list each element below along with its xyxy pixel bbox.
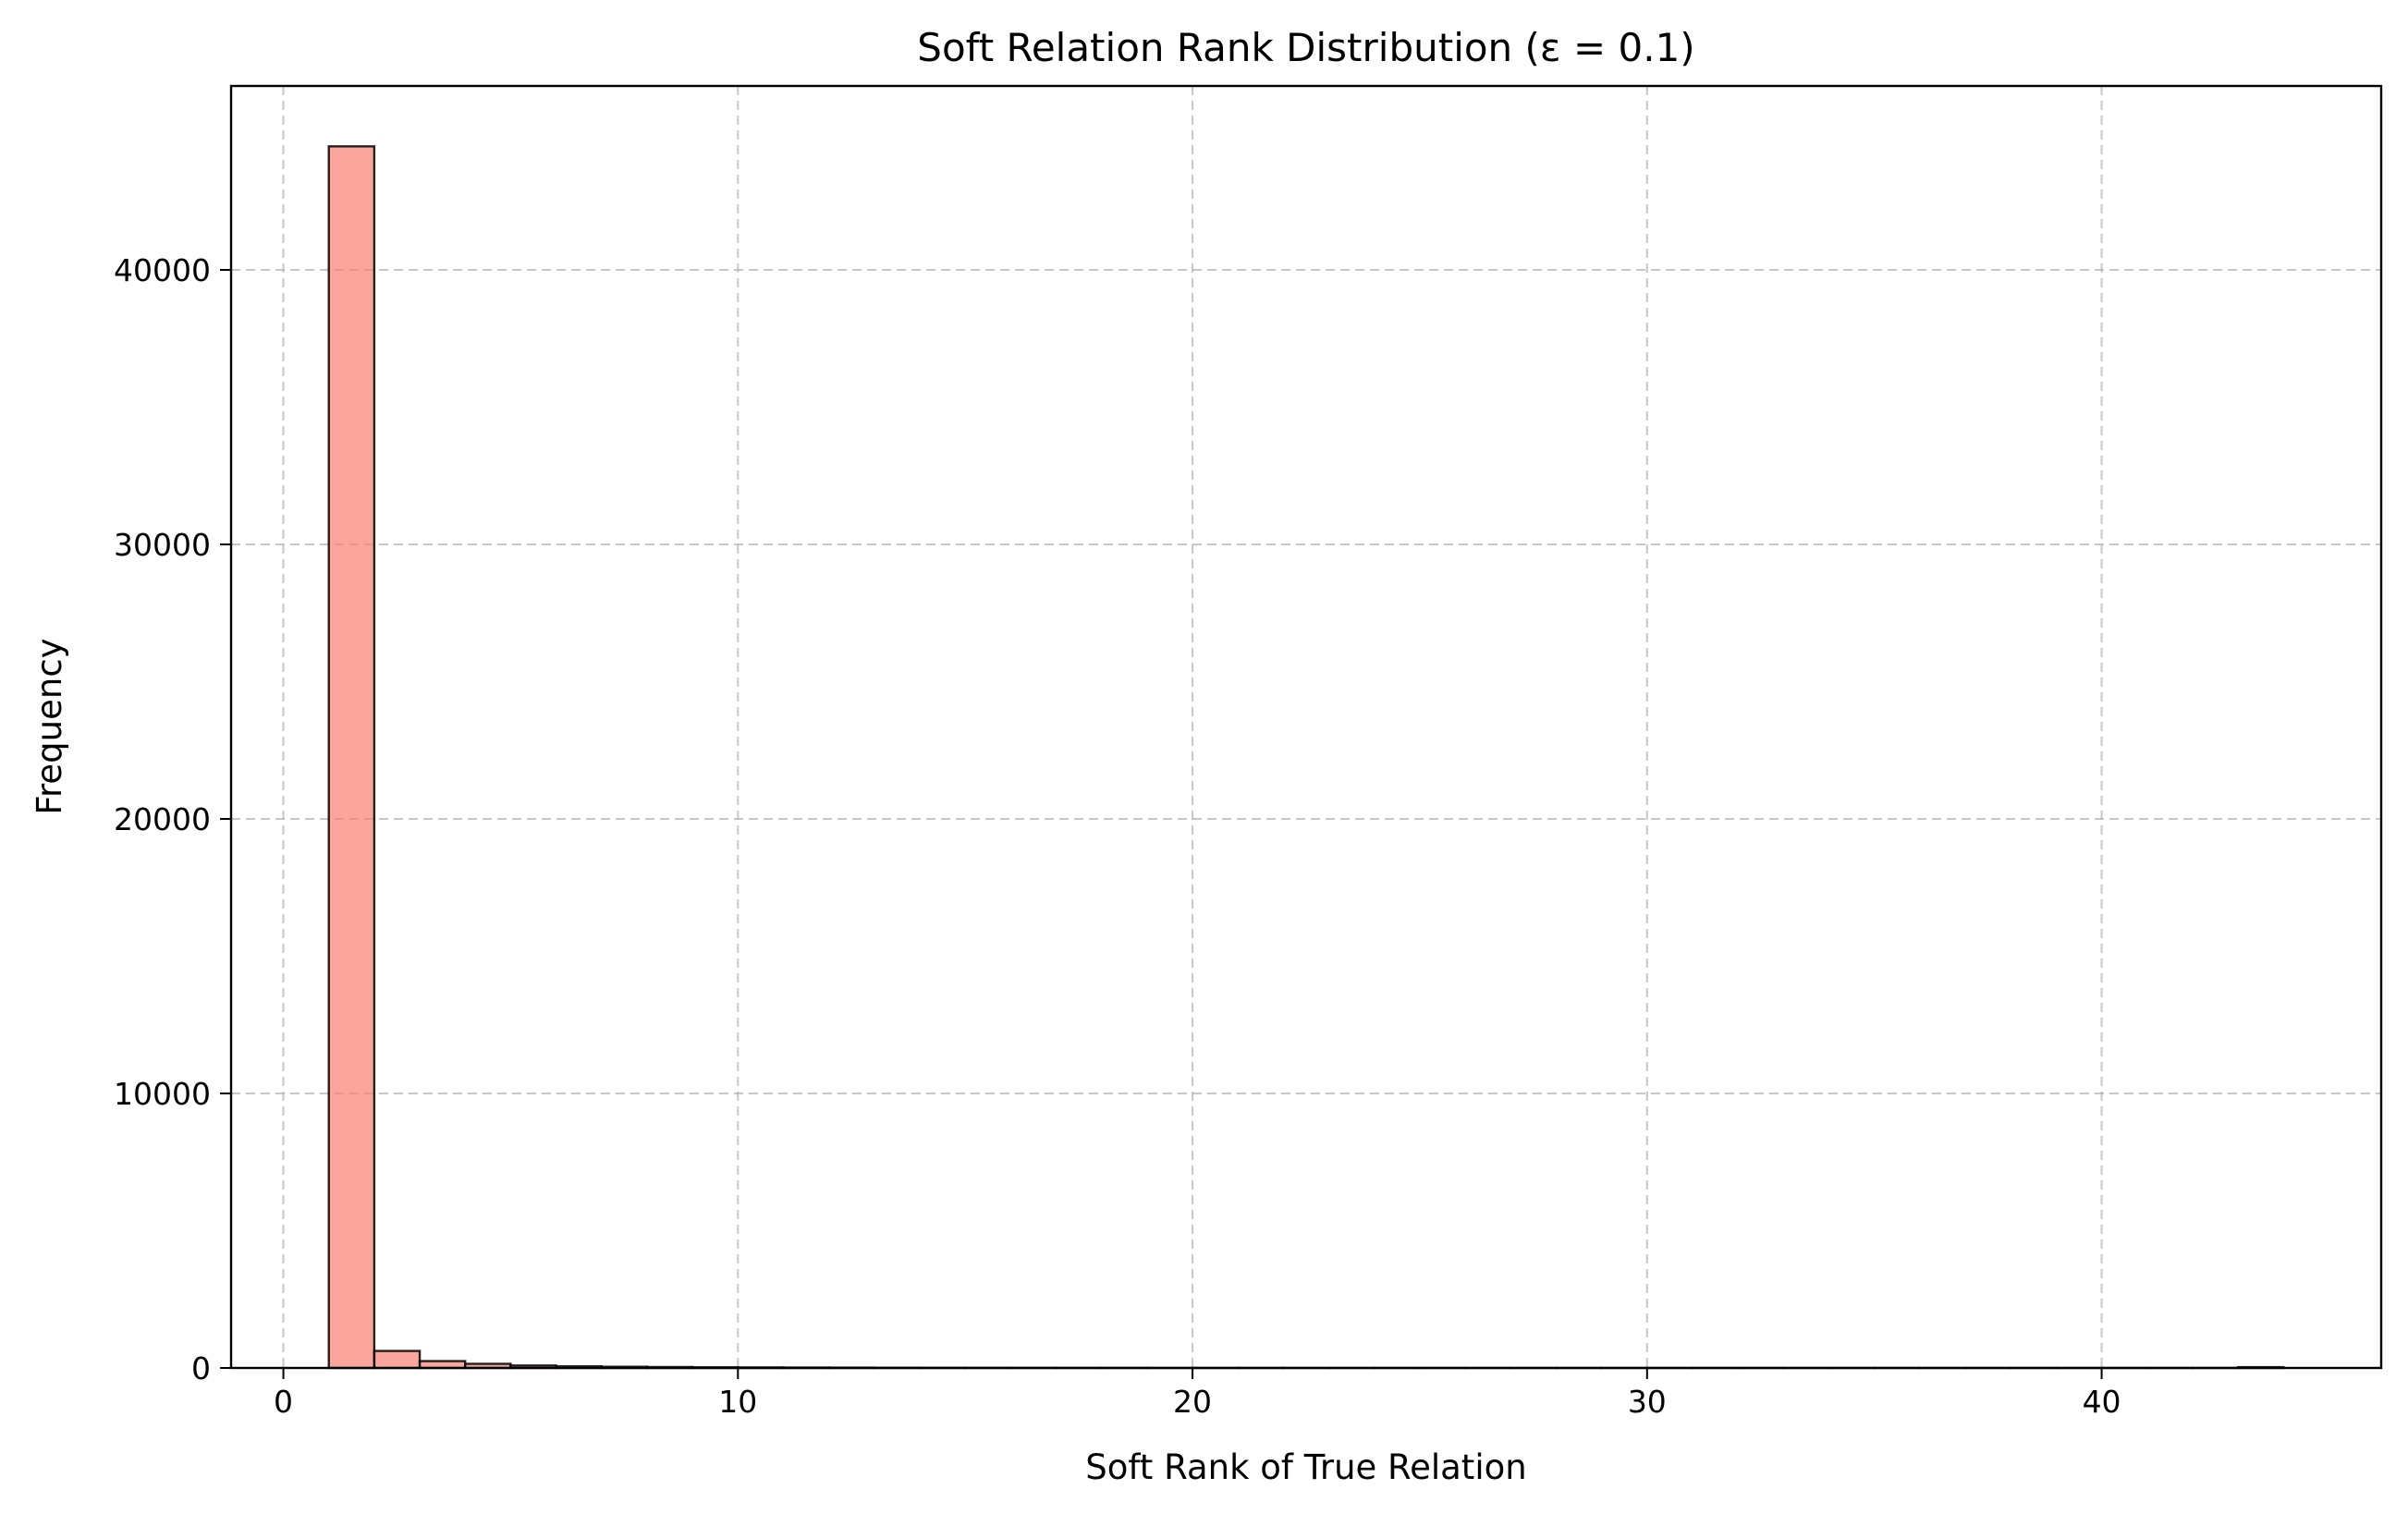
x-axis-label: Soft Rank of True Relation <box>1085 1447 1526 1487</box>
y-axis-label: Frequency <box>30 638 69 814</box>
histogram-bar <box>327 145 376 1370</box>
y-tick-label: 10000 <box>114 1076 211 1112</box>
y-tick-label: 0 <box>191 1350 211 1386</box>
y-tick-label: 40000 <box>114 252 211 288</box>
histogram-bar <box>373 1349 422 1370</box>
x-tick-label: 40 <box>2083 1384 2121 1420</box>
plot-area-frame <box>229 84 2383 1370</box>
x-tick-label: 10 <box>718 1384 757 1420</box>
y-tick-label: 30000 <box>114 527 211 563</box>
x-tick-label: 0 <box>274 1384 293 1420</box>
axis-ticks: 0 10 20 30 40 0 10000 20000 30000 40000 <box>114 252 2121 1420</box>
chart-title: Soft Relation Rank Distribution (ε = 0.1… <box>917 25 1694 70</box>
histogram-bars <box>327 145 2285 1370</box>
x-tick-label: 20 <box>1173 1384 1212 1420</box>
x-tick-label: 30 <box>1628 1384 1667 1420</box>
y-tick-label: 20000 <box>114 801 211 837</box>
